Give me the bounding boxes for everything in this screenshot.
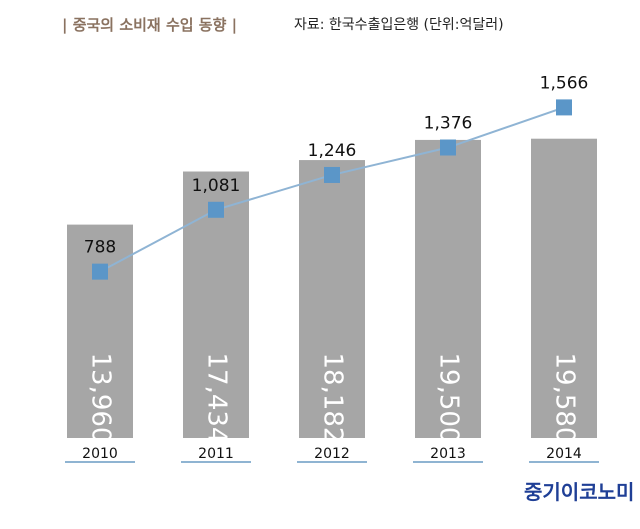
- bar-value-label: 17,434: [202, 353, 232, 444]
- line-marker: [208, 201, 224, 218]
- x-tick-label: 2014: [546, 446, 582, 462]
- chart-title: | 중국의 소비재 수입 동향 |: [62, 16, 238, 34]
- x-tick-label: 2011: [198, 446, 234, 462]
- x-tick-label: 2012: [314, 446, 350, 462]
- line-value-label: 788: [84, 238, 116, 258]
- line-marker: [440, 139, 456, 156]
- bar-value-label: 13,960: [86, 353, 116, 444]
- line-marker: [324, 166, 340, 183]
- x-tick-label: 2013: [430, 446, 466, 462]
- line-value-label: 1,246: [308, 141, 357, 161]
- bar-value-label: 19,580: [550, 353, 580, 444]
- line-value-label: 1,566: [540, 73, 589, 93]
- line-value-label: 1,081: [192, 176, 241, 196]
- bar: [299, 160, 365, 439]
- line-marker: [92, 263, 108, 280]
- line-value-label: 1,376: [424, 114, 473, 134]
- bar-value-label: 19,500: [434, 353, 464, 444]
- bar-value-label: 18,182: [318, 353, 348, 444]
- bar: [415, 139, 481, 438]
- line-marker: [556, 99, 572, 116]
- bar: [531, 138, 597, 438]
- source-note: 자료: 한국수출입은행 (단위:억달러): [294, 17, 504, 33]
- brand-logo: 중기이코노미: [524, 480, 635, 504]
- x-tick-label: 2010: [82, 446, 118, 462]
